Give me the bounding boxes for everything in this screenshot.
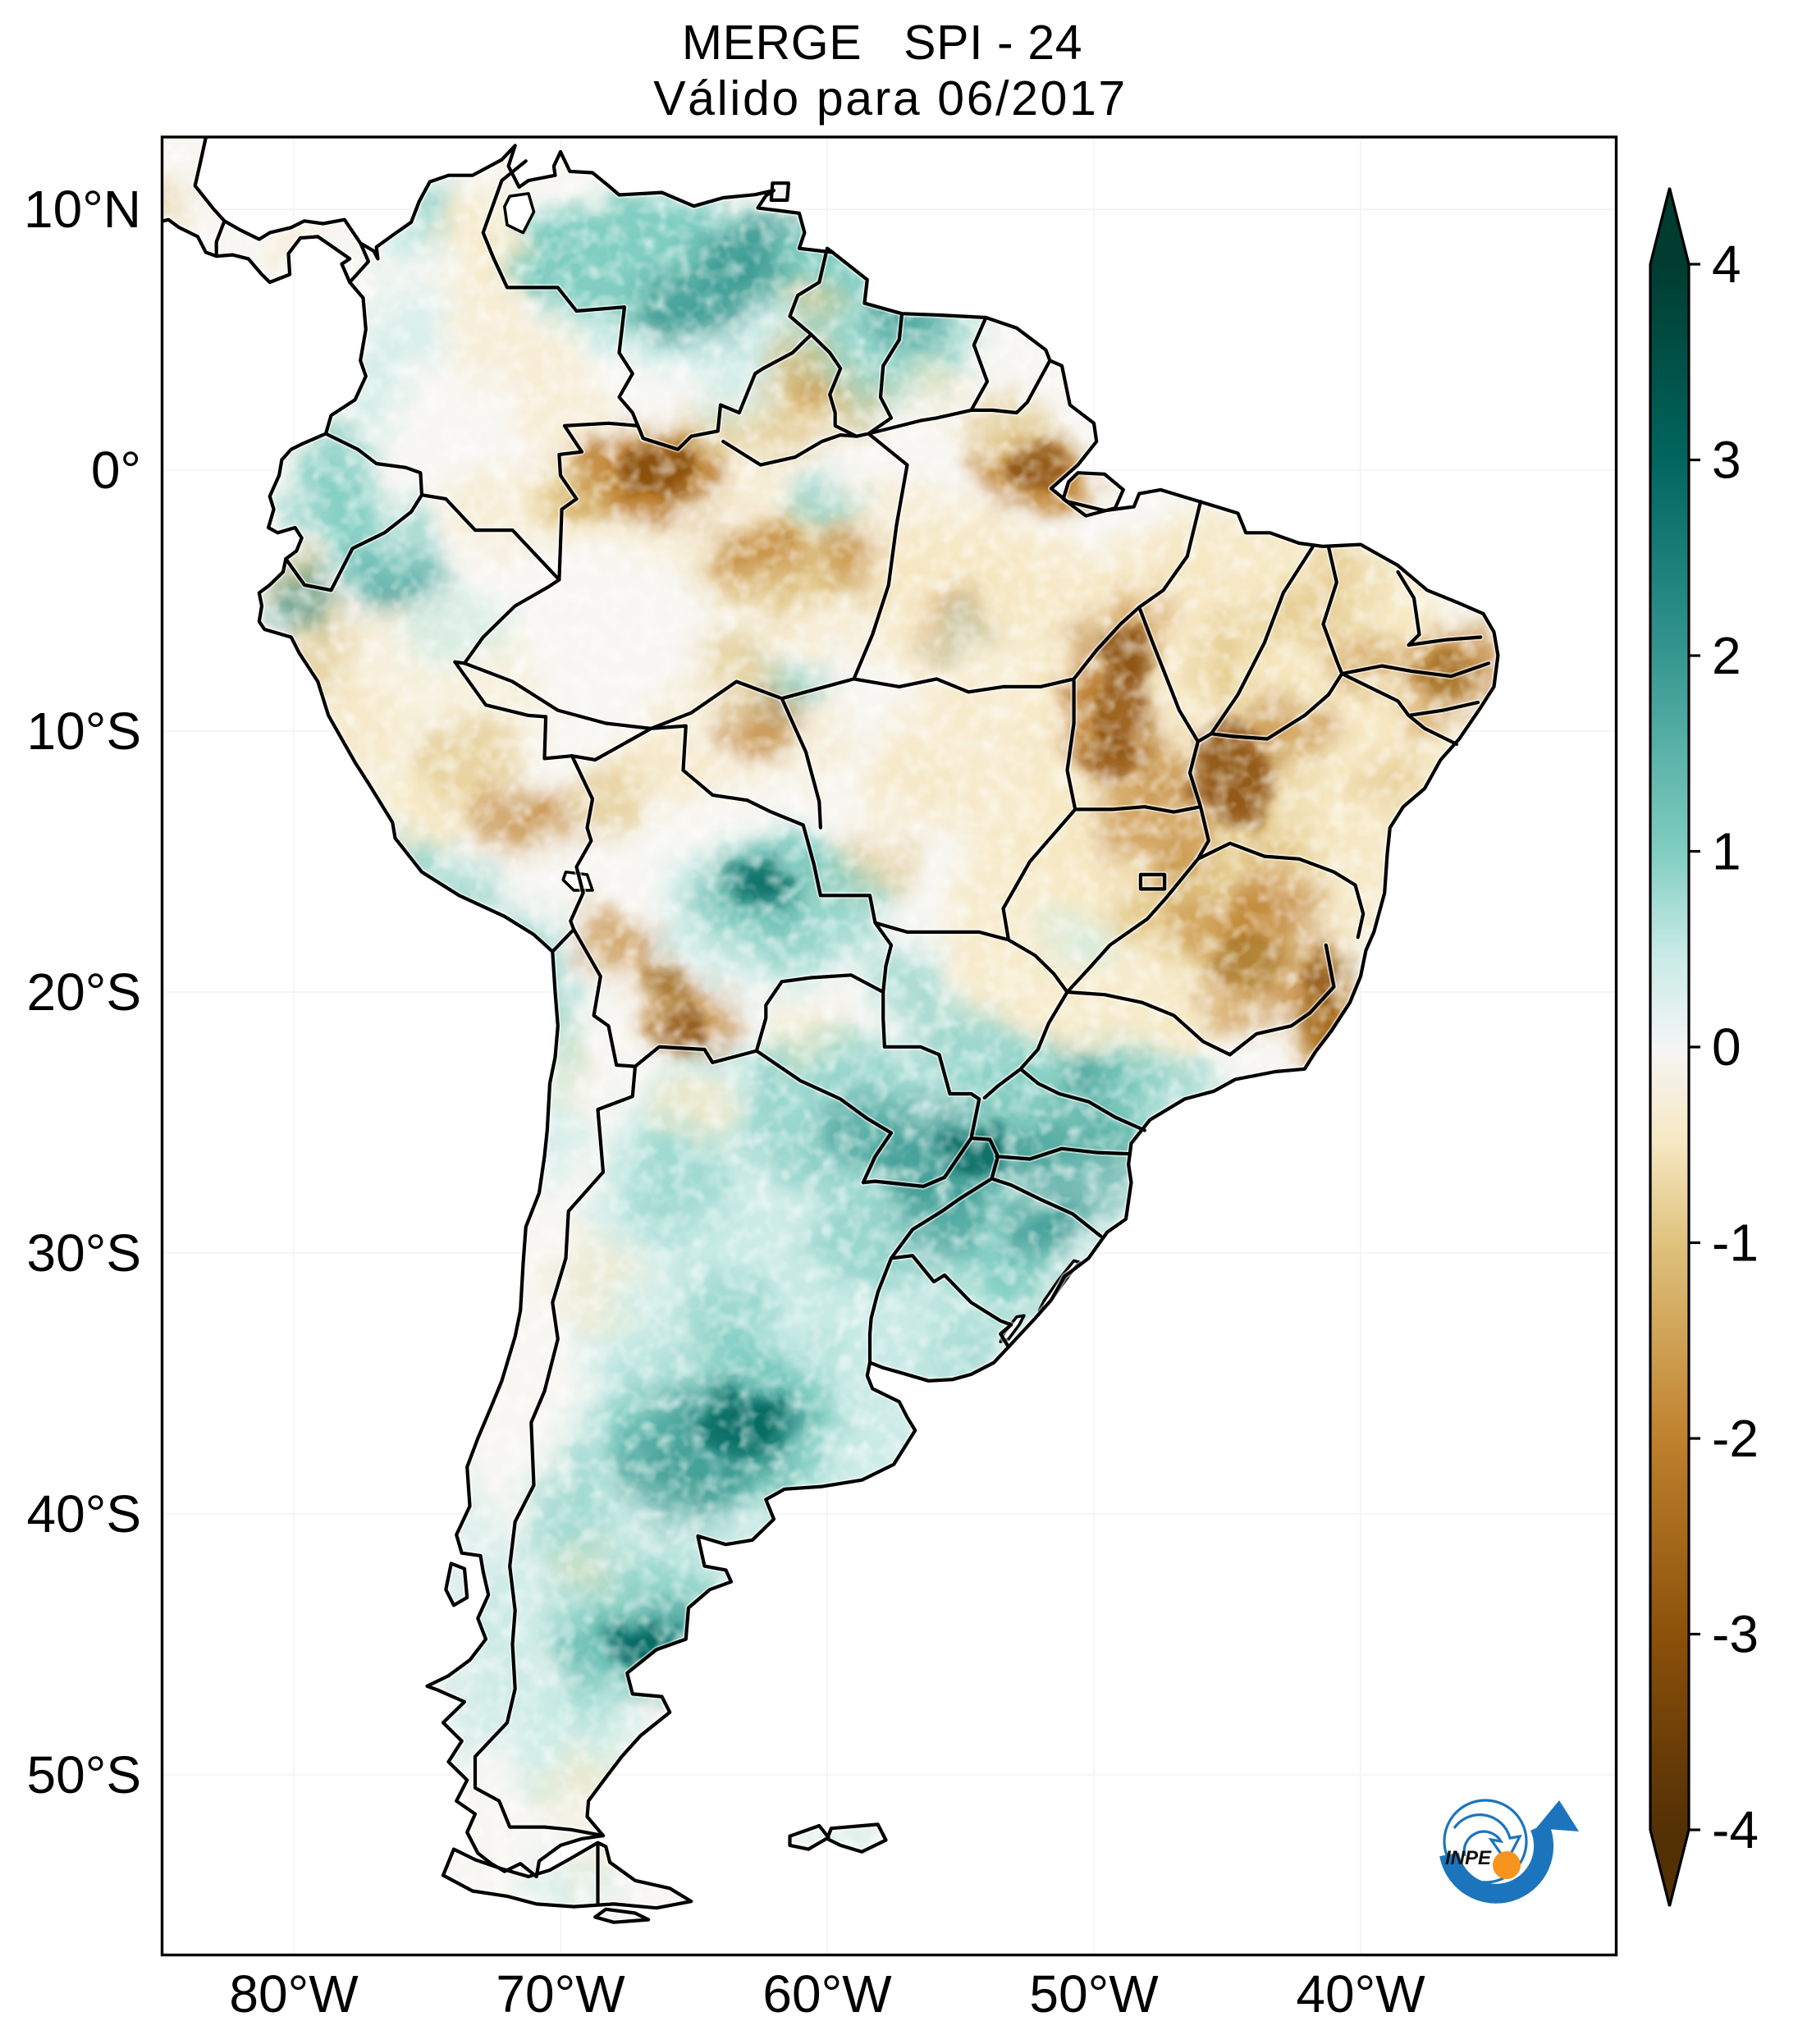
svg-text:60°W: 60°W [762,1964,892,2023]
svg-text:10°S: 10°S [27,702,141,761]
svg-text:20°S: 20°S [27,963,141,1022]
svg-text:4: 4 [1712,235,1741,294]
svg-text:50°W: 50°W [1029,1964,1159,2023]
svg-text:0: 0 [1712,1017,1741,1077]
svg-text:2: 2 [1712,626,1741,685]
svg-text:80°W: 80°W [229,1964,359,2023]
svg-text:-1: -1 [1712,1214,1759,1273]
svg-text:0°: 0° [91,441,141,500]
svg-text:40°S: 40°S [27,1484,141,1543]
svg-text:Válido para 06/2017: Válido para 06/2017 [653,71,1128,126]
svg-text:MERGE SPI - 24: MERGE SPI - 24 [682,16,1082,70]
svg-text:30°S: 30°S [27,1223,141,1283]
svg-text:3: 3 [1712,431,1741,490]
svg-text:-2: -2 [1712,1409,1759,1468]
svg-text:1: 1 [1712,822,1741,881]
svg-text:40°W: 40°W [1296,1964,1425,2023]
svg-text:10°N: 10°N [24,180,141,239]
svg-text:70°W: 70°W [496,1964,625,2023]
svg-text:INPE: INPE [1445,1847,1492,1869]
svg-text:50°S: 50°S [27,1745,141,1804]
svg-text:-4: -4 [1712,1800,1759,1859]
svg-text:-3: -3 [1712,1605,1759,1664]
